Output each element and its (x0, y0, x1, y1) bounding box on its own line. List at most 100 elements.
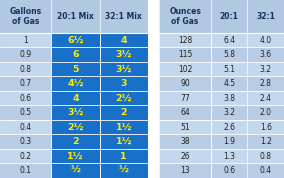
Bar (148, 120, 159, 135)
Bar (0, 120, 51, 135)
Bar (148, 33, 159, 48)
Text: 3.2: 3.2 (223, 108, 235, 117)
Text: 32:1: 32:1 (256, 12, 275, 21)
Bar (159, 62, 211, 77)
Text: 38: 38 (180, 137, 190, 146)
Text: 128: 128 (178, 36, 192, 45)
Bar (51, 0, 100, 33)
Bar (211, 91, 247, 105)
Text: 2: 2 (120, 108, 127, 117)
Text: 0.6: 0.6 (223, 166, 235, 175)
Bar (211, 77, 247, 91)
Text: 6.4: 6.4 (223, 36, 235, 45)
Text: 6½: 6½ (67, 36, 84, 45)
Text: 64: 64 (180, 108, 190, 117)
Bar (51, 135, 100, 149)
Text: 3½: 3½ (67, 108, 84, 117)
Bar (100, 77, 148, 91)
Text: 0.5: 0.5 (20, 108, 32, 117)
Bar (0, 91, 51, 105)
Text: 2.6: 2.6 (223, 123, 235, 132)
Text: 20:1: 20:1 (220, 12, 239, 21)
Text: 3½: 3½ (116, 65, 132, 74)
Bar (51, 91, 100, 105)
Bar (159, 163, 211, 178)
Text: 3.8: 3.8 (223, 94, 235, 103)
Bar (148, 48, 159, 62)
Bar (211, 135, 247, 149)
Text: 77: 77 (180, 94, 190, 103)
Text: 3.6: 3.6 (260, 50, 272, 59)
Text: 2½: 2½ (67, 123, 84, 132)
Text: ½: ½ (119, 166, 129, 175)
Bar (0, 105, 51, 120)
Text: 0.8: 0.8 (20, 65, 32, 74)
Bar (51, 48, 100, 62)
Bar (159, 149, 211, 163)
Text: 90: 90 (180, 79, 190, 88)
Bar (148, 77, 159, 91)
Bar (100, 149, 148, 163)
Bar (148, 149, 159, 163)
Text: 1½: 1½ (67, 152, 84, 161)
Bar (247, 135, 284, 149)
Bar (159, 91, 211, 105)
Text: 5: 5 (72, 65, 79, 74)
Text: 102: 102 (178, 65, 192, 74)
Bar (51, 149, 100, 163)
Text: 1.6: 1.6 (260, 123, 272, 132)
Bar (247, 33, 284, 48)
Bar (51, 105, 100, 120)
Text: 3½: 3½ (116, 50, 132, 59)
Bar (0, 33, 51, 48)
Bar (100, 62, 148, 77)
Text: 115: 115 (178, 50, 192, 59)
Bar (100, 135, 148, 149)
Bar (247, 105, 284, 120)
Bar (159, 135, 211, 149)
Text: 0.9: 0.9 (20, 50, 32, 59)
Text: ½: ½ (71, 166, 80, 175)
Text: 4: 4 (120, 36, 127, 45)
Bar (211, 48, 247, 62)
Bar (211, 33, 247, 48)
Bar (148, 62, 159, 77)
Bar (100, 0, 148, 33)
Bar (148, 135, 159, 149)
Bar (159, 120, 211, 135)
Text: 2.8: 2.8 (260, 79, 272, 88)
Bar (159, 105, 211, 120)
Text: 2½: 2½ (116, 94, 132, 103)
Text: 2: 2 (72, 137, 79, 146)
Bar (247, 149, 284, 163)
Text: 1: 1 (23, 36, 28, 45)
Bar (148, 105, 159, 120)
Bar (0, 62, 51, 77)
Text: 1½: 1½ (116, 137, 132, 146)
Bar (148, 0, 159, 33)
Text: 0.6: 0.6 (20, 94, 32, 103)
Text: 51: 51 (180, 123, 190, 132)
Bar (51, 33, 100, 48)
Text: 26: 26 (180, 152, 190, 161)
Text: 32:1 Mix: 32:1 Mix (105, 12, 142, 21)
Text: 13: 13 (180, 166, 190, 175)
Bar (247, 91, 284, 105)
Bar (159, 77, 211, 91)
Bar (100, 48, 148, 62)
Bar (100, 105, 148, 120)
Bar (51, 120, 100, 135)
Bar (100, 91, 148, 105)
Text: Ounces
of Gas: Ounces of Gas (169, 7, 201, 26)
Text: 0.1: 0.1 (20, 166, 32, 175)
Bar (0, 0, 51, 33)
Text: 3.2: 3.2 (260, 65, 272, 74)
Bar (211, 163, 247, 178)
Bar (100, 120, 148, 135)
Text: 0.4: 0.4 (260, 166, 272, 175)
Bar (247, 48, 284, 62)
Bar (0, 149, 51, 163)
Bar (247, 0, 284, 33)
Text: 4.5: 4.5 (223, 79, 235, 88)
Text: 1.3: 1.3 (223, 152, 235, 161)
